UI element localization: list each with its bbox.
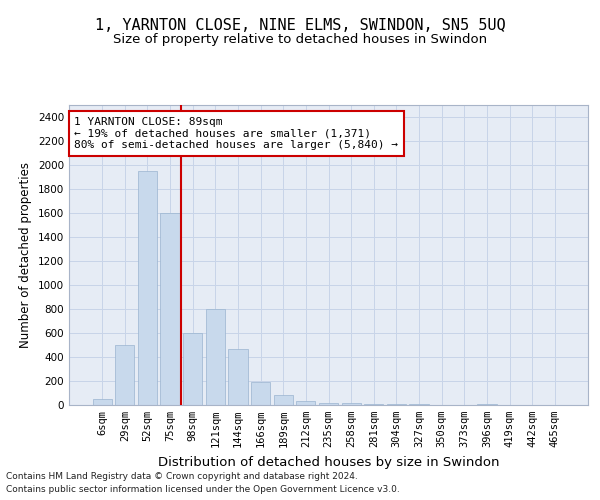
Bar	[251, 382, 270, 405]
X-axis label: Distribution of detached houses by size in Swindon: Distribution of detached houses by size …	[158, 456, 499, 468]
Bar	[274, 396, 293, 405]
Bar	[387, 404, 406, 405]
Bar	[160, 213, 180, 405]
Y-axis label: Number of detached properties: Number of detached properties	[19, 162, 32, 348]
Bar	[206, 309, 225, 405]
Bar	[364, 404, 383, 405]
Bar	[341, 403, 361, 405]
Bar	[409, 404, 428, 405]
Bar	[477, 404, 497, 405]
Bar	[229, 348, 248, 405]
Bar	[92, 399, 112, 405]
Text: 1, YARNTON CLOSE, NINE ELMS, SWINDON, SN5 5UQ: 1, YARNTON CLOSE, NINE ELMS, SWINDON, SN…	[95, 18, 505, 32]
Bar	[296, 402, 316, 405]
Text: Contains public sector information licensed under the Open Government Licence v3: Contains public sector information licen…	[6, 485, 400, 494]
Text: Size of property relative to detached houses in Swindon: Size of property relative to detached ho…	[113, 32, 487, 46]
Bar	[319, 402, 338, 405]
Bar	[183, 333, 202, 405]
Text: Contains HM Land Registry data © Crown copyright and database right 2024.: Contains HM Land Registry data © Crown c…	[6, 472, 358, 481]
Text: 1 YARNTON CLOSE: 89sqm
← 19% of detached houses are smaller (1,371)
80% of semi-: 1 YARNTON CLOSE: 89sqm ← 19% of detached…	[74, 117, 398, 150]
Bar	[115, 345, 134, 405]
Bar	[138, 171, 157, 405]
